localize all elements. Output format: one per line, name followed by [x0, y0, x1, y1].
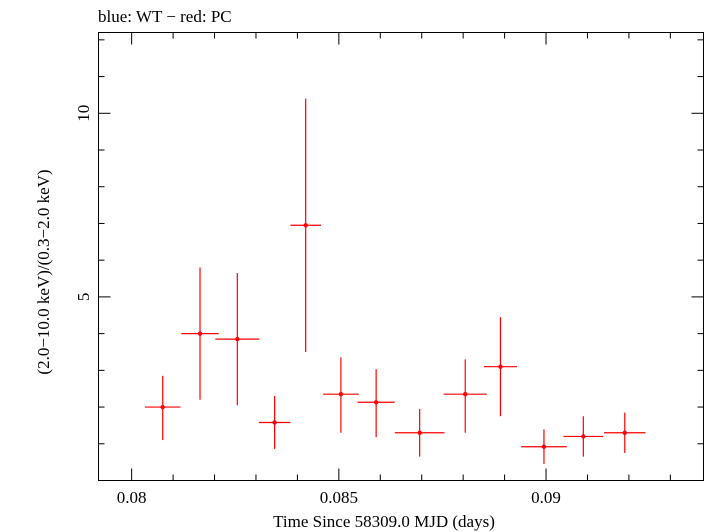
x-tick-label: 0.08	[117, 488, 147, 507]
data-point	[357, 369, 395, 438]
x-tick-label: 0.085	[320, 488, 358, 507]
data-point	[604, 412, 646, 453]
data-point	[563, 416, 604, 457]
data-point	[215, 273, 260, 406]
point-marker	[373, 400, 379, 405]
point-marker	[622, 430, 627, 435]
y-tick-label: 10	[74, 105, 93, 122]
data-point	[258, 396, 291, 449]
y-axis-label: (2.0−10.0 keV)/(0.3−2.0 keV)	[34, 169, 53, 374]
chart-title: blue: WT − red: PC	[98, 7, 232, 26]
data-point	[181, 267, 219, 400]
data-point	[394, 408, 445, 457]
point-marker	[197, 331, 203, 336]
x-tick-label: 0.09	[531, 488, 561, 507]
point-marker	[541, 444, 547, 449]
data-point	[443, 359, 487, 433]
data-points	[144, 98, 646, 464]
data-point	[290, 98, 322, 352]
point-marker	[160, 404, 165, 410]
x-axis-label: Time Since 58309.0 MJD (days)	[273, 512, 495, 531]
axes: 0.08 0.085 0.09 5 10	[74, 32, 704, 507]
plot-frame	[98, 32, 704, 481]
point-marker	[463, 392, 468, 397]
point-marker	[272, 420, 277, 425]
point-marker	[338, 392, 344, 397]
point-marker	[303, 223, 308, 228]
data-point	[144, 375, 181, 441]
point-marker	[581, 434, 586, 439]
point-marker	[498, 364, 503, 369]
data-point	[521, 429, 567, 464]
data-point	[483, 317, 518, 417]
data-point	[323, 357, 359, 433]
point-marker	[235, 336, 240, 342]
point-marker	[417, 430, 422, 435]
y-tick-label: 5	[74, 293, 93, 302]
